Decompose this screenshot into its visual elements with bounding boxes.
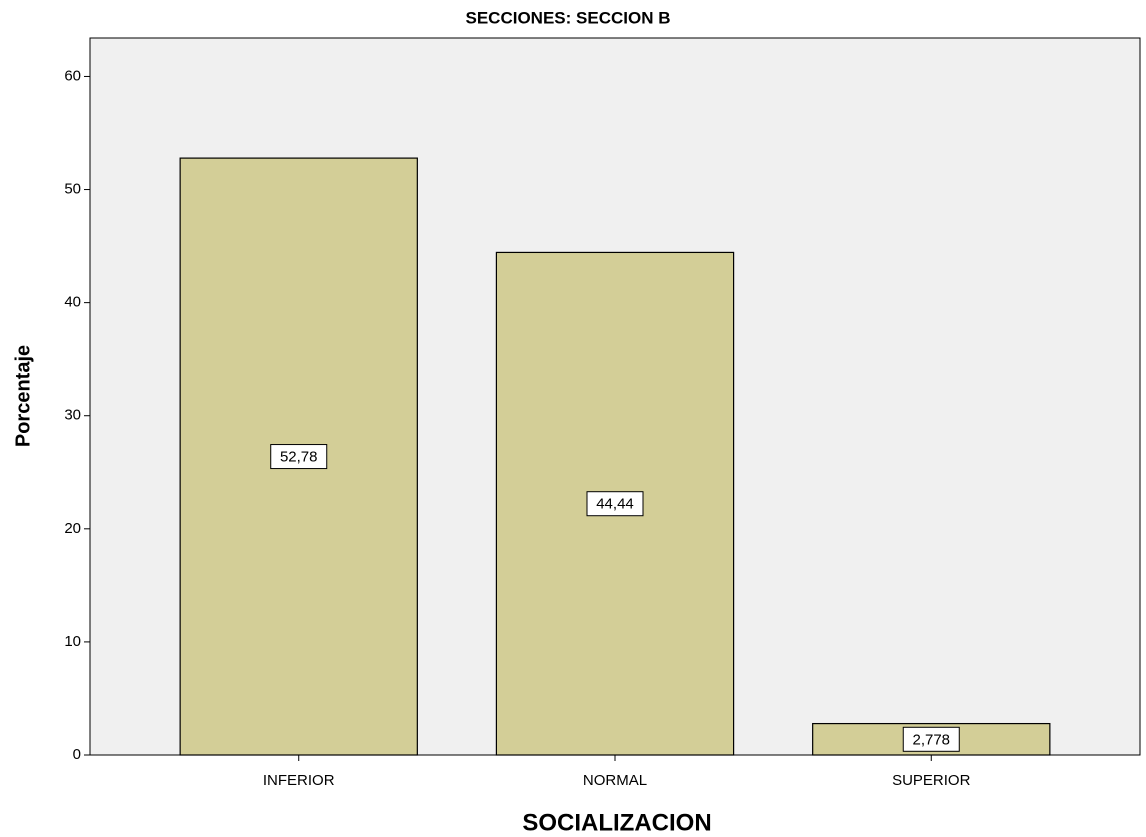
- y-tick-label: 40: [64, 294, 81, 311]
- chart-title: SECCIONES: SECCION B: [466, 8, 671, 27]
- x-tick-label: INFERIOR: [263, 772, 335, 789]
- y-tick-label: 0: [73, 746, 81, 763]
- y-tick-label: 60: [64, 67, 81, 84]
- y-tick-label: 20: [64, 520, 81, 537]
- x-tick-label: SUPERIOR: [892, 772, 971, 789]
- y-tick-label: 50: [64, 181, 81, 198]
- x-tick-label: NORMAL: [583, 772, 647, 789]
- value-label: 2,778: [912, 731, 950, 748]
- value-label-box: [270, 444, 328, 470]
- y-axis-title: Porcentaje: [12, 345, 34, 447]
- y-tick-label: 10: [64, 633, 81, 650]
- value-label-box: [902, 726, 960, 752]
- value-label: 52,78: [280, 449, 318, 466]
- y-tick-label: 30: [64, 407, 81, 424]
- value-label: 44,44: [596, 496, 634, 513]
- value-label-box: [586, 491, 644, 517]
- x-axis-title: SOCIALIZACION: [522, 809, 711, 836]
